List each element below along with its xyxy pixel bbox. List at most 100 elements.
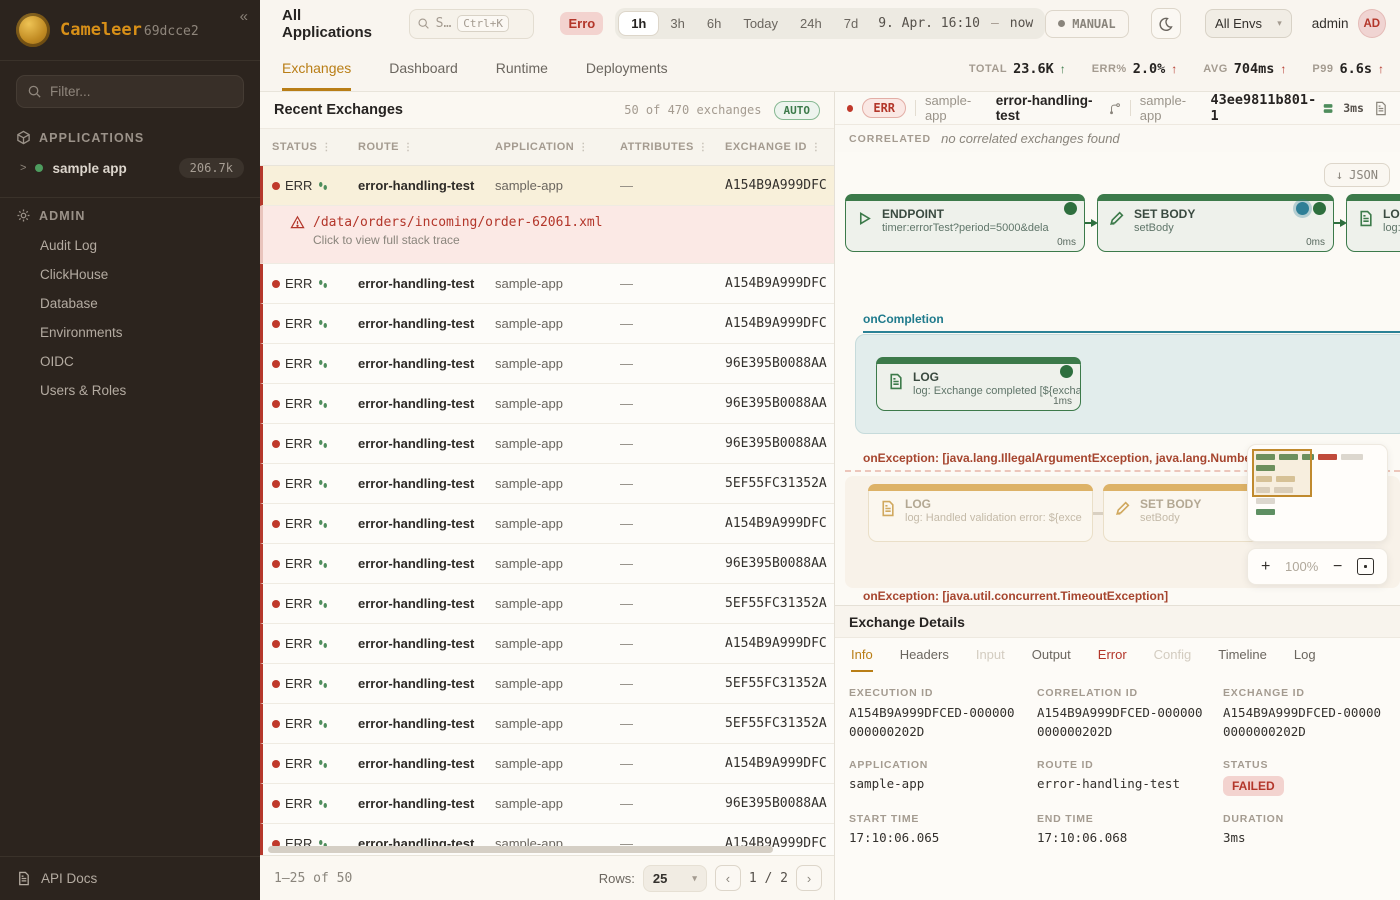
table-row[interactable]: ERR error-handling-test sample-app — 96E… [260,424,834,464]
main-tab[interactable]: Exchanges [282,47,352,91]
time-to[interactable]: now [1009,16,1034,31]
table-row[interactable]: ERR error-handling-test sample-app — 5EF… [260,464,834,504]
route-flow-canvas[interactable]: ↓ JSON ENDPOINT timer:errorTest?period=5… [835,152,1400,605]
prev-page-button[interactable]: ‹ [714,865,741,891]
sidebar-admin-item[interactable]: ClickHouse [40,267,109,282]
time-from[interactable]: 9. Apr. 16:10 [878,16,980,31]
time-range-button[interactable]: 3h [659,11,695,36]
zoom-in-button[interactable]: + [1261,557,1271,575]
main-tab[interactable]: Runtime [495,59,548,76]
rows-per-page-select[interactable]: 25 ▾ [642,864,707,892]
time-range-button[interactable]: 7d [833,11,869,36]
table-row[interactable]: ERR error-handling-test sample-app — 96E… [260,384,834,424]
api-docs-link[interactable]: API Docs [0,856,260,900]
manual-refresh-button[interactable]: MANUAL [1045,9,1129,38]
sidebar-admin-item[interactable]: Environments [40,325,123,340]
error-dot-icon [272,359,280,368]
expand-chevron-icon[interactable]: > [20,162,27,174]
minimap-bar [1256,498,1275,504]
sidebar-item-sample-app[interactable]: > sample app 206.7k [0,151,260,185]
detail-tab[interactable]: Timeline [1218,646,1267,662]
detail-app2: sample-app [1139,93,1187,123]
table-row[interactable]: ERR error-handling-test sample-app — 5EF… [260,664,834,704]
table-row[interactable]: ERR error-handling-test sample-app — 96E… [260,784,834,824]
time-range-button[interactable]: 6h [696,11,732,36]
main-tab[interactable]: Dashboard [389,59,458,76]
detail-tab[interactable]: Config [1153,646,1192,662]
detail-tab[interactable]: Info [851,638,873,672]
column-header[interactable]: APPLICATION ⋮ [495,141,589,153]
sidebar-collapse-icon[interactable]: « [239,8,248,25]
search-input[interactable]: S… Ctrl+K [408,8,535,39]
table-row[interactable]: ERR error-handling-test sample-app — 96E… [260,544,834,584]
error-dot-icon [272,279,280,288]
auto-refresh-badge[interactable]: AUTO [773,100,820,120]
table-row[interactable]: ERR error-handling-test sample-app — A15… [260,264,834,304]
flow-node-completion-log[interactable]: LOG log: Exchange completed [${exchan 1m… [876,357,1081,411]
up-arrow-icon: ↑ [1059,62,1066,76]
detail-tab[interactable]: Output [1031,646,1071,662]
table-row[interactable]: ERR error-handling-test sample-app — 96E… [260,344,834,384]
table-row-selected[interactable]: ERR error-handling-test sample-app — A15… [260,166,834,206]
error-filter-chip[interactable]: Erro [560,12,604,35]
flow-node-log[interactable]: LOG log: Sta [1346,194,1400,252]
sidebar-admin-item[interactable]: Audit Log [40,238,98,253]
field-status: STATUS FAILED [1223,759,1386,796]
column-header[interactable]: EXCHANGE ID ⋮ [725,141,822,153]
divider [0,197,260,198]
flow-minimap[interactable] [1247,444,1388,542]
detail-tab[interactable]: Headers [899,646,949,662]
flow-node-exception-log[interactable]: LOG log: Handled validation error: ${exc… [868,484,1093,542]
column-header[interactable]: ATTRIBUTES ⋮ [620,141,709,153]
detail-tab[interactable]: Log [1293,646,1316,662]
horizontal-scrollbar[interactable] [268,846,773,853]
content-split: Recent Exchanges 50 of 470 exchanges AUT… [260,92,1400,900]
download-json-button[interactable]: ↓ JSON [1323,163,1390,187]
minimap-viewport[interactable] [1252,449,1312,497]
pencil-icon [1110,211,1124,225]
table-row[interactable]: ERR error-handling-test sample-app — A15… [260,624,834,664]
sidebar-filter-input[interactable]: Filter... [16,75,244,108]
column-header[interactable]: ROUTE ⋮ [358,141,414,153]
zoom-controls: + 100% − [1247,548,1388,585]
fit-view-button[interactable] [1357,558,1374,575]
detail-tab[interactable]: Error [1097,646,1127,662]
avatar[interactable]: AD [1357,9,1386,38]
table-row[interactable]: ERR error-handling-test sample-app — A15… [260,304,834,344]
time-range-button[interactable]: Today [732,11,789,36]
zoom-out-button[interactable]: − [1332,557,1343,575]
time-separator: – [990,16,999,31]
table-row[interactable]: ERR error-handling-test sample-app — A15… [260,744,834,784]
error-dot-icon [272,759,280,768]
dark-mode-toggle[interactable] [1150,8,1182,39]
flow-node-set-body[interactable]: SET BODY setBody 0ms [1097,194,1334,252]
sidebar-admin-item[interactable]: Database [40,296,98,311]
detail-route[interactable]: error-handling-test [995,93,1093,123]
table-row[interactable]: ERR error-handling-test sample-app — 5EF… [260,704,834,744]
sidebar-admin-item[interactable]: Users & Roles [40,383,127,398]
log-icon [882,500,894,517]
table-row[interactable]: ERR error-handling-test sample-app — 5EF… [260,584,834,624]
detail-tab[interactable]: Input [975,646,1005,662]
table-row[interactable]: ERR error-handling-test sample-app — A15… [260,504,834,544]
minimap-bar [1256,509,1275,515]
exchange-short-id[interactable]: 43ee9811b801-1 [1210,92,1317,124]
search-placeholder: S… [435,16,452,31]
column-header[interactable]: STATUS ⋮ [272,141,332,153]
sidebar-header: Cameleer 69dcce2 « [0,0,260,61]
pagination-bar: 1–25 of 50 Rows: 25 ▾ ‹ 1 / 2 › [260,855,834,900]
time-range-button[interactable]: 1h [618,11,660,36]
field-start-time: START TIME 17:10:06.065 [849,812,940,845]
next-page-button[interactable]: › [796,865,822,891]
error-detail-expand[interactable]: /data/orders/incoming/order-62061.xml Cl… [260,206,834,264]
footprints-icon [319,559,328,568]
document-icon[interactable] [1373,101,1388,116]
time-range-button[interactable]: 24h [789,11,833,36]
cube-icon [17,130,30,145]
sidebar-admin-item[interactable]: OIDC [40,354,74,369]
main-tab[interactable]: Deployments [585,59,668,76]
route-fork-icon [1110,102,1121,114]
flow-node-endpoint[interactable]: ENDPOINT timer:errorTest?period=5000&del… [845,194,1085,252]
dashed-divider [845,470,1400,472]
env-select[interactable]: All Envs ▾ [1205,9,1292,38]
